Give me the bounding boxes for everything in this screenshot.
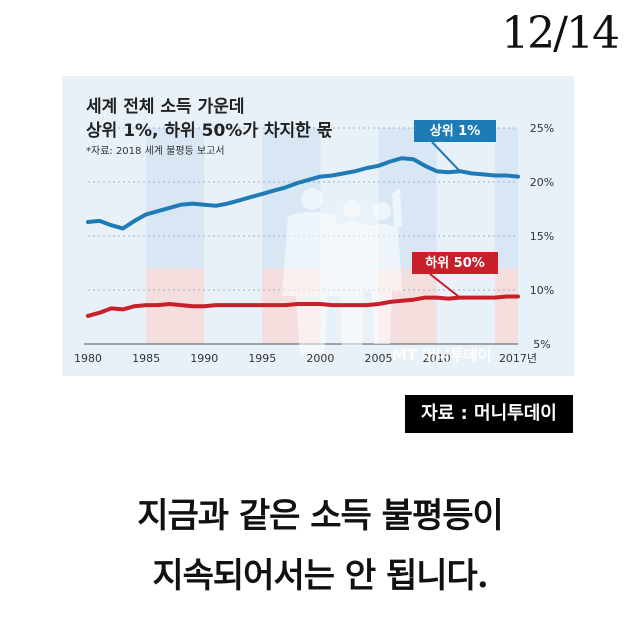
x-tick-label: 1990 <box>190 352 218 365</box>
x-tick-label: 1985 <box>132 352 160 365</box>
chart-source-note: *자료: 2018 세계 불평등 보고서 <box>86 146 225 157</box>
x-tick-label: 1980 <box>74 352 102 365</box>
series-labels: 상위 1% 하위 50% <box>412 120 498 299</box>
caption-line-1: 지금과 같은 소득 불평등이 <box>137 496 504 536</box>
line-chart: 5% 10% 15% 20% 25% 1980 1985 1990 1995 2000 2005 2… <box>74 120 554 365</box>
series-label-bottom-50: 하위 50% <box>425 255 485 271</box>
y-tick-label: 10% <box>530 284 554 297</box>
callout-leader <box>431 141 461 172</box>
y-tick-label: 25% <box>530 122 554 135</box>
series-line-bottom-50 <box>86 294 520 318</box>
band-lower <box>494 268 518 344</box>
y-tick-label: 5% <box>533 338 550 351</box>
x-tick-label: 1995 <box>248 352 276 365</box>
x-tick-label: 2000 <box>306 352 334 365</box>
x-axis-tick-labels: 1980 1985 1990 1995 2000 2005 2010 2017년 <box>74 352 537 365</box>
chart-panel: 5% 10% 15% 20% 25% 1980 1985 1990 1995 2000 2005 2… <box>62 76 574 376</box>
series-label-top-1: 상위 1% <box>430 124 481 139</box>
chart-title: 세계 전체 소득 가운데 <box>86 97 245 117</box>
callout-box <box>412 252 498 274</box>
people-silhouette-icon <box>282 188 402 356</box>
x-tick-label: 2010 <box>423 352 451 365</box>
chart-subtitle: 상위 1%, 하위 50%가 차지한 몫 <box>86 121 333 141</box>
x-tick-label: 2005 <box>365 352 393 365</box>
series-lines <box>86 156 520 318</box>
series-line-top-1 <box>86 156 520 231</box>
y-tick-label: 15% <box>530 230 554 243</box>
caption-line-2: 지속되어서는 안 됩니다. <box>152 556 488 596</box>
y-tick-label: 20% <box>530 176 554 189</box>
page-counter: 12/14 <box>501 8 620 59</box>
watermark: MT 머니투데이 <box>392 346 492 364</box>
y-axis-tick-labels: 5% 10% 15% 20% 25% <box>530 122 554 351</box>
source-badge: 자료 : 머니투데이 <box>405 395 573 433</box>
x-tick-label: 2017년 <box>499 352 537 365</box>
callout-box <box>414 120 496 142</box>
callout-leader <box>429 273 461 299</box>
band-upper <box>146 128 205 269</box>
band-upper <box>494 128 518 269</box>
